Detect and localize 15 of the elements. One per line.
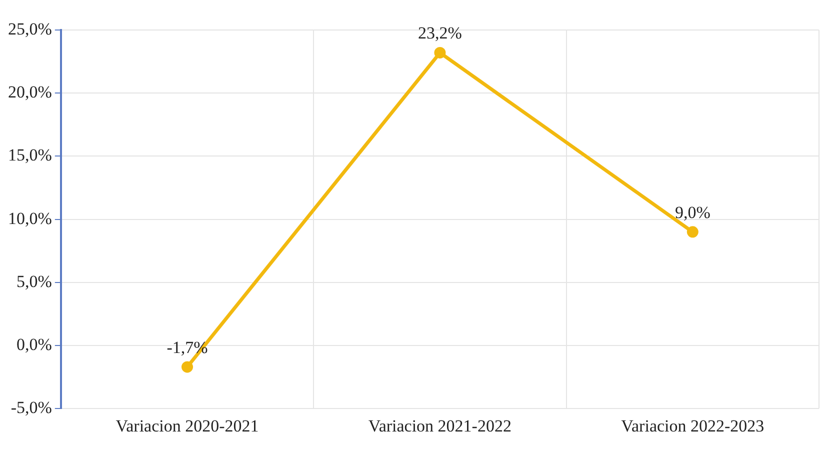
point xyxy=(434,46,446,58)
data-label: 23,2% xyxy=(418,24,462,43)
y-tick-label: 15,0% xyxy=(8,146,52,165)
y-tick-label: 5,0% xyxy=(16,272,52,291)
x-tick-label: Variacion 2021-2022 xyxy=(368,416,512,436)
y-tick-label: 25,0% xyxy=(8,19,52,38)
y-tick-label: 10,0% xyxy=(8,208,52,228)
y-tick-label: -5,0% xyxy=(10,398,52,418)
x-tick-label: Variacion 2022-2023 xyxy=(621,416,764,436)
y-tick-label: 0,0% xyxy=(16,334,52,354)
point xyxy=(686,226,698,238)
data-label: 9,0% xyxy=(674,202,710,222)
point xyxy=(182,361,194,373)
x-tick-label: Variacion 2020-2021 xyxy=(116,416,259,436)
y-tick-label: 20,0% xyxy=(8,82,52,102)
